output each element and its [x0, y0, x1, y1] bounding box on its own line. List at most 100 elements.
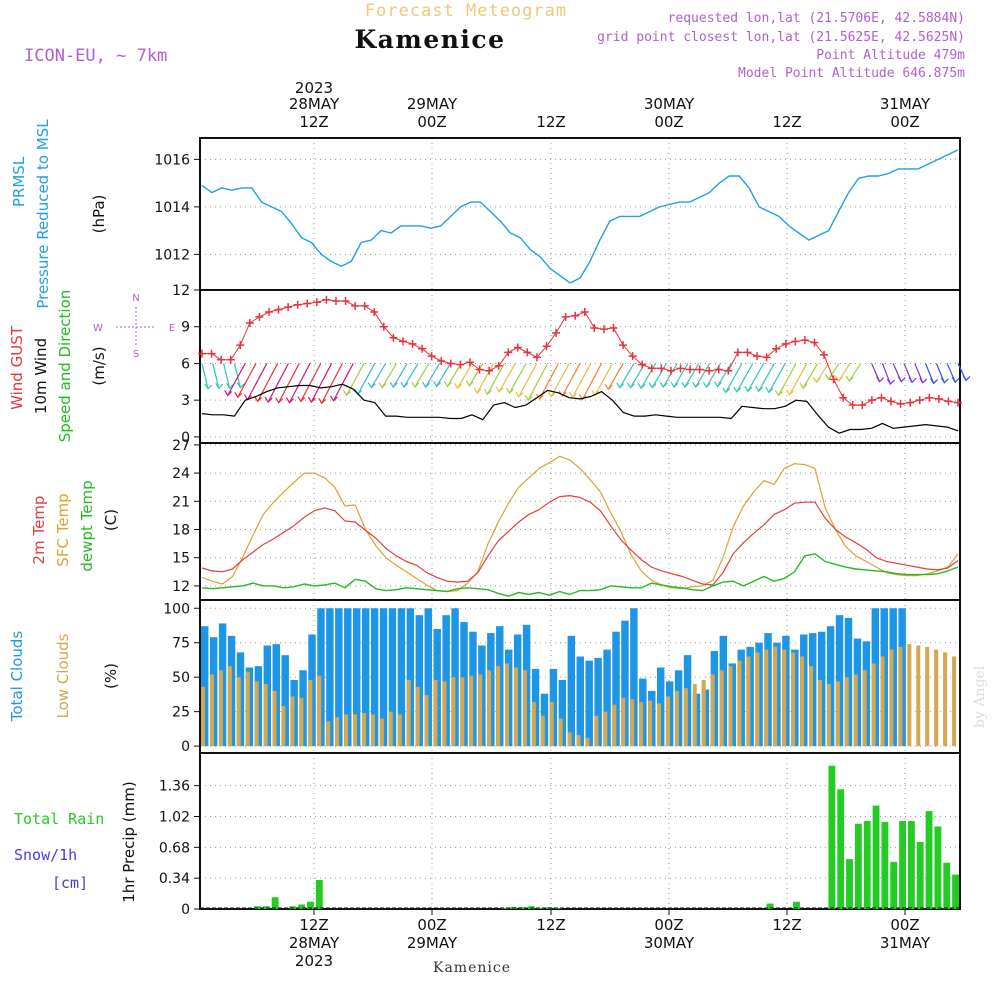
- wind-arrow-head: [648, 382, 657, 389]
- low-clouds-bar: [737, 660, 742, 747]
- gust-point: [226, 355, 235, 364]
- wind-arrow: [233, 363, 241, 388]
- gust-point: [934, 394, 943, 403]
- low-clouds-bar: [308, 679, 313, 747]
- wind-arrow-head: [722, 387, 731, 394]
- low-clouds-bar: [388, 711, 393, 747]
- wind-arrow: [789, 363, 808, 396]
- compass-w: W: [93, 323, 103, 334]
- y-tick-label: 18: [172, 522, 190, 538]
- y-tick-label: 100: [163, 601, 190, 617]
- wind-arrow: [572, 363, 592, 398]
- wind-arrow: [257, 363, 279, 402]
- bottom-axis-label: 12Z: [772, 916, 801, 934]
- precip-bar: [925, 811, 933, 909]
- low-clouds-bar: [764, 649, 769, 747]
- wind-arrow-head: [400, 381, 409, 389]
- low-clouds-bar: [907, 644, 912, 747]
- gust-point: [293, 300, 302, 309]
- total-clouds-bar: [612, 631, 620, 747]
- top-time-axis: 2023 28MAY 12Z 29MAY 00Z 12Z 30MAY 00Z 1…: [289, 79, 931, 131]
- gust-point: [523, 348, 532, 357]
- wind-arrow: [716, 363, 732, 387]
- y-tick-label: 6: [181, 356, 190, 372]
- low-clouds-bar: [424, 695, 429, 747]
- panel-frame: [199, 752, 961, 910]
- low-clouds-bar: [773, 646, 778, 747]
- wind-arrow: [527, 363, 549, 401]
- bottom-axis-label: 00Z: [417, 916, 446, 934]
- gust-point: [561, 312, 570, 321]
- y-axis-label: dewpt Temp: [78, 480, 96, 571]
- precip-bar: [872, 805, 880, 909]
- low-clouds-bar: [612, 704, 617, 747]
- low-clouds-bar: [540, 715, 545, 747]
- total-clouds-bar: [379, 608, 388, 747]
- low-clouds-bar: [603, 711, 608, 747]
- wind-arrow: [508, 363, 527, 394]
- gust-point: [944, 397, 953, 406]
- wind-arrow-head: [254, 396, 263, 403]
- model-point-altitude: Model Point Altitude 646.875m: [738, 66, 965, 81]
- low-clouds-bar: [531, 702, 536, 747]
- precip-bar: [501, 908, 509, 909]
- wind-arrow: [758, 363, 775, 392]
- low-clouds-bar: [496, 666, 501, 747]
- wind-arrow-head: [495, 386, 504, 393]
- low-clouds-bar: [657, 703, 662, 747]
- low-clouds-bar: [844, 677, 849, 747]
- low-clouds-bar: [406, 679, 411, 747]
- wind-arrow-head: [411, 381, 420, 389]
- total-clouds-bar: [326, 608, 334, 747]
- top-axis-label: 29MAY: [407, 95, 458, 113]
- wind-arrow: [640, 363, 657, 389]
- wind-arrow: [357, 363, 376, 395]
- y-tick-label: 1016: [154, 152, 190, 168]
- total-clouds-bar: [335, 608, 343, 747]
- gust-point: [762, 353, 771, 362]
- gust-point: [628, 352, 637, 361]
- gust-point: [925, 393, 934, 402]
- gust-point: [427, 352, 436, 361]
- wind-arrow: [414, 363, 430, 388]
- total-clouds-bar: [406, 608, 415, 747]
- gust-point: [580, 308, 589, 317]
- total-clouds-bar: [594, 657, 602, 747]
- low-clouds-bar: [326, 721, 331, 747]
- compass-n: N: [132, 293, 139, 304]
- low-clouds-bar: [925, 646, 930, 747]
- wind-arrow: [581, 363, 603, 400]
- low-clouds-bar: [621, 697, 626, 747]
- gust-point: [829, 375, 838, 384]
- low-clouds-bar: [379, 718, 384, 747]
- total-clouds-bar: [344, 608, 352, 747]
- y-tick-label: 50: [172, 670, 190, 686]
- wind-arrow-head: [422, 381, 431, 389]
- wind-arrow: [321, 363, 343, 404]
- gust-point: [839, 393, 848, 402]
- gust-point: [571, 311, 580, 320]
- low-clouds-bar: [433, 679, 438, 747]
- low-clouds-bar: [683, 688, 688, 747]
- bottom-axis-label: 12Z: [299, 916, 328, 934]
- wind-arrow-head: [224, 390, 233, 397]
- y-axis-label: 1hr Precip (mm): [120, 781, 138, 902]
- footer-location: Kamenice: [433, 960, 511, 976]
- low-clouds-bar: [585, 737, 590, 747]
- wind-arrow: [370, 363, 387, 388]
- wind-arrow-head: [637, 382, 646, 390]
- y-axis-label: Total Clouds: [8, 631, 26, 723]
- y-axis-label: 10m Wind: [32, 338, 50, 414]
- low-clouds-bar: [344, 714, 349, 747]
- wind-arrow-head: [483, 388, 492, 396]
- wind-arrow-head: [876, 376, 885, 383]
- gust-point: [504, 348, 513, 357]
- gust-point: [437, 356, 446, 365]
- wind-arrow-head: [226, 382, 235, 390]
- wind-arrow-head: [297, 396, 306, 403]
- wind-arrow: [237, 363, 257, 398]
- wind-arrow-head: [713, 381, 722, 388]
- low-clouds-bar: [361, 713, 366, 747]
- gust-point: [753, 352, 762, 361]
- series-line-sfc-temp: [201, 455, 959, 593]
